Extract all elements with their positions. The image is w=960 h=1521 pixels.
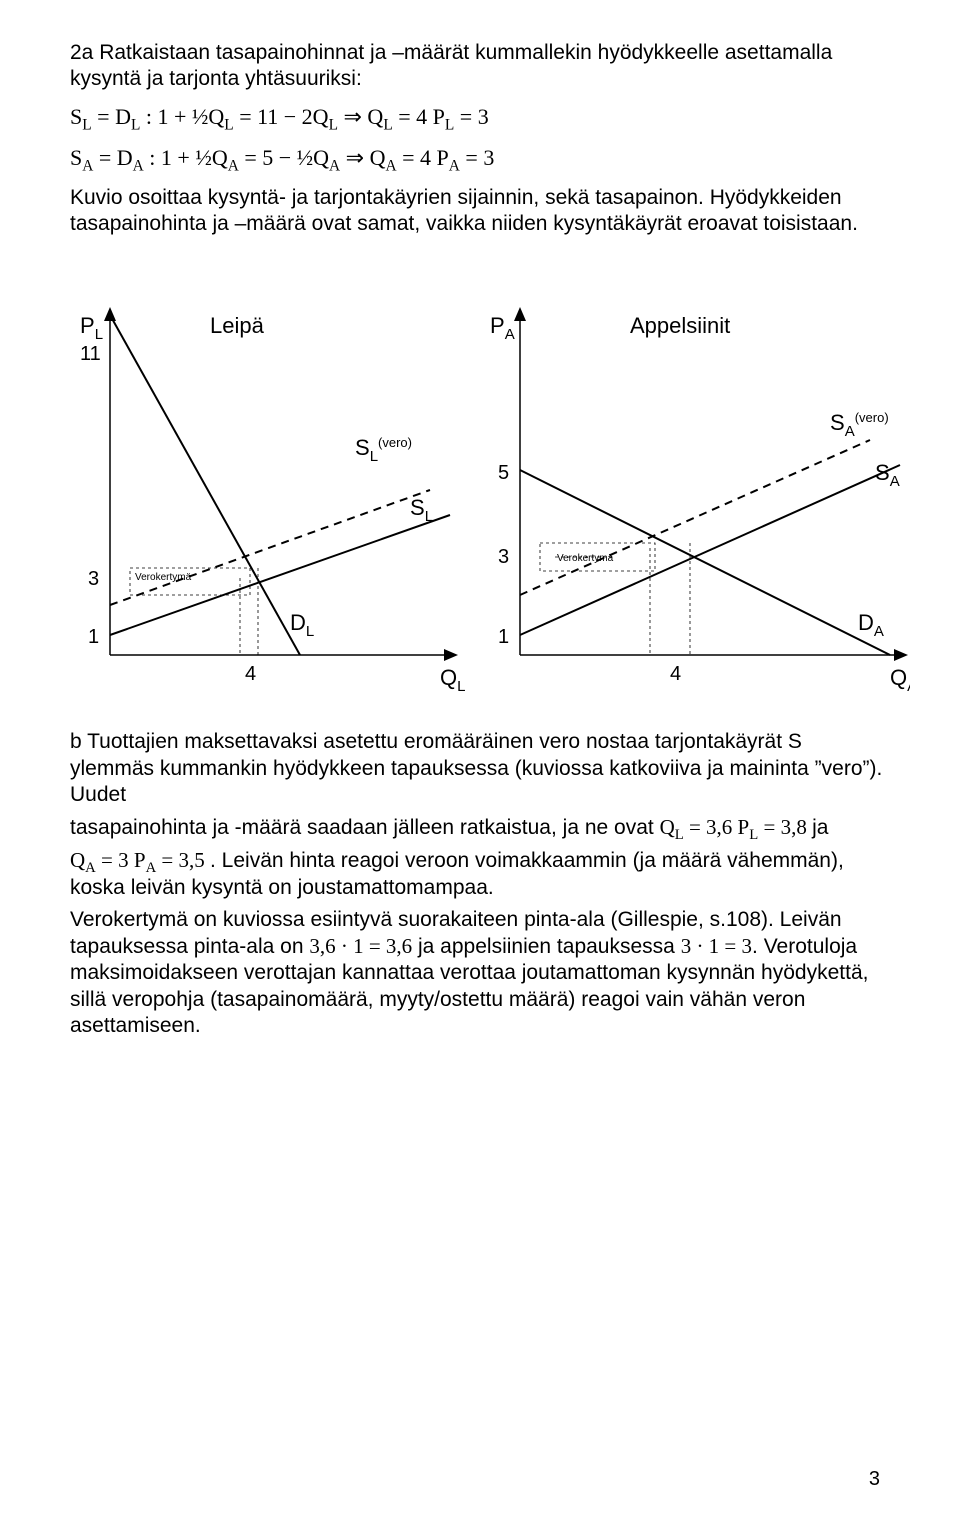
x-axis-label-left: QL bbox=[440, 665, 465, 695]
wedge-label-right: Verokertymä bbox=[557, 553, 614, 564]
document-page: 2a Ratkaistaan tasapainohinnat ja –määrä… bbox=[0, 0, 960, 1521]
wedge-label-left: Verokertymä bbox=[135, 572, 192, 583]
svero-label-right: SA(vero) bbox=[830, 410, 889, 440]
paragraph-wedge: Verokertymä on kuviossa esiintyvä suorak… bbox=[70, 907, 890, 1039]
tick-5-right: 5 bbox=[498, 462, 509, 484]
d-label-left: DL bbox=[290, 610, 314, 640]
chart-title-right: Appelsiinit bbox=[630, 313, 730, 338]
s-label-left: SL bbox=[410, 495, 433, 525]
paragraph-new-eq: tasapainohinta ja -määrä saadaan jälleen… bbox=[70, 814, 890, 841]
tick-4-right: 4 bbox=[670, 663, 681, 685]
d-label-right: DA bbox=[858, 610, 884, 640]
paragraph-explain: Kuvio osoittaa kysyntä- ja tarjontakäyri… bbox=[70, 185, 890, 238]
paragraph-intro: 2a Ratkaistaan tasapainohinnat ja –määrä… bbox=[70, 40, 890, 93]
tick-3-right: 3 bbox=[498, 546, 509, 568]
chart-appelsiinit: Verokertymä PA Appelsiinit 5 3 bbox=[490, 307, 910, 695]
axis-x-arrow-left bbox=[444, 649, 458, 661]
paragraph-b: b Tuottajien maksettavaksi asetettu erom… bbox=[70, 729, 890, 808]
svero-label-left: SL(vero) bbox=[355, 435, 412, 465]
y-axis-label-right: PA bbox=[490, 313, 515, 343]
axis-y-arrow-right bbox=[514, 307, 526, 321]
paragraph-apples-eq: QA = 3 PA = 3,5 . Leivän hinta reagoi ve… bbox=[70, 847, 890, 901]
demand-line-left bbox=[110, 315, 300, 655]
supply-tax-line-left bbox=[110, 490, 430, 605]
y-axis-label-left: PL bbox=[80, 313, 103, 343]
chart-title-left: Leipä bbox=[210, 313, 265, 338]
equation-leipa: SL = DL : 1 + ½QL = 11 − 2QL ⇒ QL = 4 PL… bbox=[70, 99, 890, 134]
axis-y-arrow-left bbox=[104, 307, 116, 321]
tick-4-left: 4 bbox=[245, 663, 256, 685]
axis-x-arrow-right bbox=[894, 649, 908, 661]
tick-11-left: 11 bbox=[80, 343, 101, 365]
chart-leipa: Verokertymä PL Leipä 11 3 1 bbox=[80, 307, 465, 695]
s-label-right: SA bbox=[875, 460, 900, 490]
supply-line-right bbox=[520, 465, 900, 635]
charts-container: Verokertymä PL Leipä 11 3 1 bbox=[70, 255, 890, 715]
tick-1-right: 1 bbox=[498, 626, 509, 648]
x-axis-label-right: QA bbox=[890, 665, 910, 695]
page-number: 3 bbox=[869, 1468, 880, 1491]
tick-1-left: 1 bbox=[88, 626, 99, 648]
supply-tax-line-right bbox=[520, 440, 870, 595]
tick-3-left: 3 bbox=[88, 568, 99, 590]
equation-appelsiinit: SA = DA : 1 + ½QA = 5 − ½QA ⇒ QA = 4 PA … bbox=[70, 140, 890, 175]
supply-demand-charts: Verokertymä PL Leipä 11 3 1 bbox=[70, 255, 910, 715]
